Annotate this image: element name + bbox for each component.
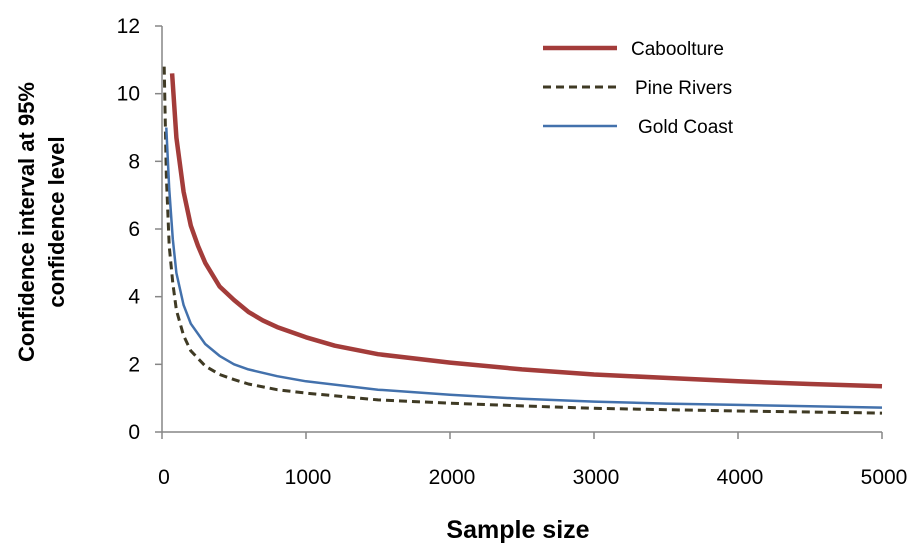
y-tick-label: 12 bbox=[117, 15, 140, 38]
y-tick-label: 0 bbox=[128, 421, 140, 444]
x-tick-label: 3000 bbox=[573, 466, 620, 489]
series-line-gold-coast bbox=[165, 127, 883, 409]
ticks: 0 2 4 6 8 10 12 0 1000 2000 3000 4000 5000 bbox=[117, 15, 908, 489]
y-tick-label: 2 bbox=[128, 353, 140, 376]
legend: Caboolture Pine Rivers Gold Coast bbox=[543, 39, 734, 138]
x-tick-label: 0 bbox=[158, 466, 170, 489]
y-axis-title-line-1: Confidence interval at 95% bbox=[14, 82, 39, 362]
series-line-pine-rivers bbox=[162, 66, 883, 415]
x-tick-label: 1000 bbox=[285, 466, 332, 489]
y-tick-label: 6 bbox=[128, 218, 140, 241]
series-lines bbox=[162, 66, 883, 415]
legend-label: Caboolture bbox=[631, 39, 724, 60]
x-tick-label: 4000 bbox=[717, 466, 764, 489]
y-tick-label: 8 bbox=[128, 150, 140, 173]
legend-label: Pine Rivers bbox=[635, 78, 732, 99]
legend-label: Gold Coast bbox=[638, 117, 734, 138]
x-tick-label: 5000 bbox=[861, 466, 908, 489]
x-axis-title: Sample size bbox=[446, 516, 589, 544]
y-axis-title-line-2: confidence level bbox=[44, 136, 69, 307]
series-line-caboolture bbox=[169, 73, 883, 389]
x-tick-label: 2000 bbox=[429, 466, 476, 489]
y-tick-label: 10 bbox=[117, 83, 140, 106]
y-tick-label: 4 bbox=[128, 286, 140, 309]
